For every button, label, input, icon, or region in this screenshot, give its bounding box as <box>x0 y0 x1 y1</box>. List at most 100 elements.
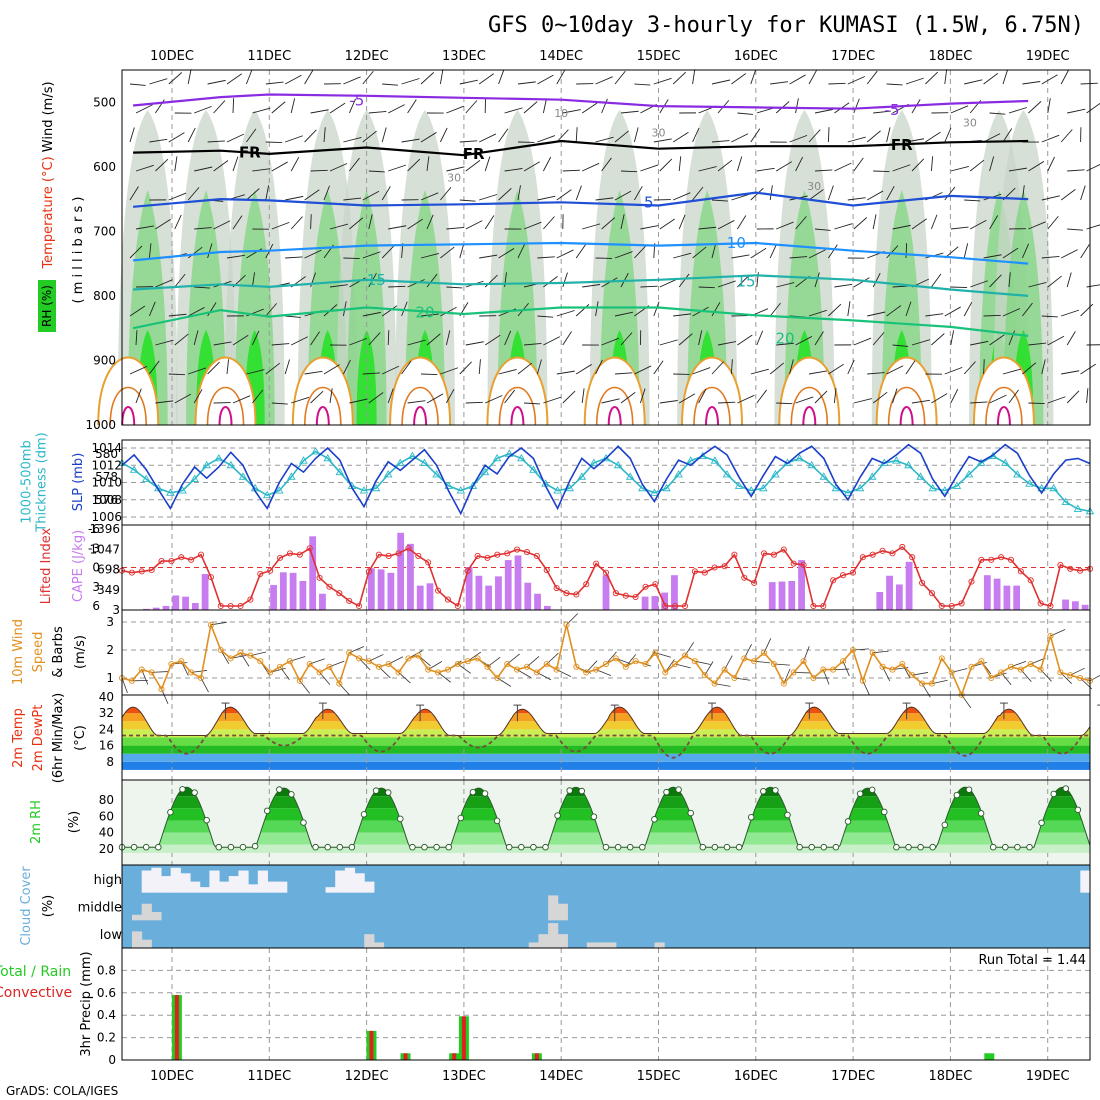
wind-barb <box>1080 185 1086 201</box>
panel-ylabel: 3hr Precip (mm) <box>79 951 94 1056</box>
wind-barb <box>620 332 633 346</box>
wind-barb <box>252 168 271 172</box>
wind-barb <box>440 186 452 201</box>
lifted-index-point <box>1037 600 1044 607</box>
thickness-point <box>867 472 877 480</box>
cape-bar <box>309 536 317 610</box>
wind-barb <box>290 156 300 172</box>
wind-barb <box>498 368 517 375</box>
isotherm-label: 30 <box>807 180 821 193</box>
rh-point <box>953 791 961 799</box>
day-label-bottom: 11DEC <box>247 1069 291 1084</box>
rh-point <box>409 843 416 851</box>
wind-barb <box>246 369 265 375</box>
wind-barb <box>459 199 476 202</box>
wind-barb <box>905 243 908 259</box>
rh-point <box>723 843 731 851</box>
wind-barb <box>349 337 368 346</box>
wind-barb <box>963 301 973 317</box>
ylabel-line: (%) <box>67 811 82 834</box>
precip-convective-bar <box>369 1030 374 1060</box>
panel-ylabel: Cloud Cover <box>19 866 34 946</box>
cloud-high-cell <box>364 881 375 893</box>
lifted-index-point <box>612 590 619 597</box>
wind-barb <box>886 185 895 201</box>
wind-barb <box>795 156 804 172</box>
wind-barb <box>407 279 425 288</box>
wind-barb <box>1028 161 1045 172</box>
li-tick: 3 <box>92 580 100 594</box>
wind-barb <box>265 185 270 201</box>
theta-contour-core <box>121 406 136 426</box>
cloud-high-cell <box>199 887 210 893</box>
wind10m-point <box>1067 672 1074 679</box>
wind-barb <box>420 72 435 85</box>
wind-barb <box>711 302 721 317</box>
panel-ylabel: (m/s) <box>73 635 88 669</box>
wind10m-point <box>869 649 876 656</box>
wind-barb <box>614 70 626 85</box>
day-label-bottom: 16DEC <box>734 1069 778 1084</box>
temp-line <box>121 706 1091 736</box>
wind-barb <box>847 359 855 375</box>
wind10m-point <box>494 674 501 682</box>
rh-point <box>760 788 767 795</box>
rh-point <box>989 843 997 851</box>
wind-barb <box>1067 169 1085 172</box>
wind-barb <box>1060 188 1076 201</box>
wind-barb <box>930 156 934 172</box>
rh-point <box>384 789 392 796</box>
wind-barb <box>789 74 806 85</box>
wind-barb <box>789 359 794 375</box>
wind-barb <box>1008 272 1011 288</box>
cape-bar <box>543 605 551 610</box>
theta-contour-core <box>705 406 720 426</box>
theta-contour <box>778 356 841 426</box>
wind-barb <box>944 127 952 143</box>
wind-barb <box>542 98 547 114</box>
wind-barb <box>407 158 421 172</box>
wind-barb <box>905 360 916 375</box>
ylabel-part: Wind (m/s) <box>41 81 56 152</box>
wind-barb <box>892 224 911 230</box>
theta-contour-core <box>510 406 525 426</box>
thickness-point <box>517 453 526 462</box>
wind-barb <box>1066 390 1080 404</box>
wind-barb <box>446 286 463 289</box>
lifted-index-point <box>632 593 639 601</box>
wind-barb <box>388 225 407 230</box>
wind-barb <box>653 77 672 85</box>
theta-contour-inner <box>985 386 1023 426</box>
theta-contour <box>486 356 549 426</box>
rh-point <box>1074 806 1082 814</box>
cape-bar <box>524 582 532 610</box>
slp-line <box>121 443 1091 516</box>
wind-barb <box>407 400 426 404</box>
wind-barb <box>1008 107 1027 114</box>
cape-bar <box>319 593 326 610</box>
rh-point <box>977 810 985 817</box>
ylabel-line: 3hr Precip (mm) <box>79 951 94 1056</box>
wind-barb <box>420 192 439 201</box>
wind-barb <box>129 365 148 375</box>
wind-barb <box>426 393 444 404</box>
wind-barb <box>291 396 310 404</box>
theta-contour-core <box>802 406 817 426</box>
theta-contour-inner <box>887 386 926 426</box>
thickness-point <box>771 470 780 478</box>
rh-tick: 60 <box>99 809 114 823</box>
chart-title: GFS 0~10day 3-hourly for KUMASI (1.5W, 6… <box>488 13 1084 38</box>
cloud-low-cell <box>364 934 375 948</box>
wind10m-point <box>365 658 372 665</box>
wind-barb <box>562 109 581 114</box>
precip-tick: 0.6 <box>97 986 116 1000</box>
wind-barb <box>251 272 256 288</box>
wind-barb <box>989 334 1005 346</box>
wind-barb <box>659 339 678 346</box>
isotherm-label: 20 <box>775 330 794 348</box>
lifted-index-point <box>375 551 382 558</box>
wind-barb <box>659 218 675 230</box>
slp-tick: 1014 <box>91 441 122 455</box>
cape-bar <box>641 596 649 610</box>
wind-barb <box>174 273 186 288</box>
